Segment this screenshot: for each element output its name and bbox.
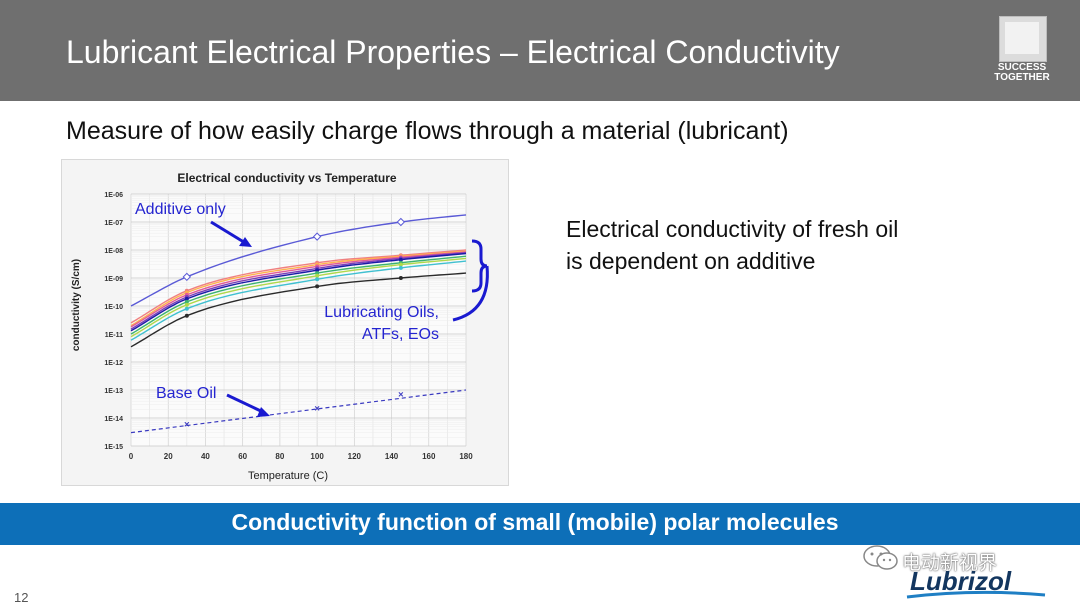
data-point-oil xyxy=(184,296,189,301)
side-note: Electrical conductivity of fresh oil is … xyxy=(566,213,898,277)
x-tick-label: 20 xyxy=(164,452,173,461)
y-tick-label: 1E-09 xyxy=(104,276,123,283)
series-line-base xyxy=(130,389,467,434)
arrowhead-base-oil xyxy=(257,407,270,417)
x-tick-label: 100 xyxy=(310,452,324,461)
x-tick-label: 40 xyxy=(201,452,210,461)
x-tick-label: 80 xyxy=(275,452,284,461)
y-tick-label: 1E-11 xyxy=(105,332,123,339)
conductivity-chart: 0 20 40 60 80 100 120 140 160 180 1E-06 1E-07 1E-08 1… xyxy=(71,171,489,482)
data-point-oil xyxy=(315,284,320,289)
data-point-additive xyxy=(312,232,322,241)
data-point-oil xyxy=(184,299,189,304)
bracket-oils xyxy=(471,239,488,293)
data-point-additive xyxy=(396,217,406,227)
tick-labels: 0 20 40 60 80 100 120 140 160 180 1E-06 1E-07 1E-08 1… xyxy=(104,192,473,461)
data-point-oil xyxy=(315,273,320,278)
lubrizol-logo: Lubrizol xyxy=(906,566,1046,599)
slide-subtitle: Measure of how easily charge flows throu… xyxy=(66,117,789,145)
x-tick-label: 160 xyxy=(422,452,436,461)
data-point-oil xyxy=(184,306,189,311)
chart-title: Electrical conductivity vs Temperature xyxy=(177,171,397,185)
data-point-oil xyxy=(398,262,403,267)
banner-text: Conductivity function of small (mobile) … xyxy=(231,509,839,535)
x-tick-label: 140 xyxy=(385,452,399,461)
y-tick-label: 1E-15 xyxy=(104,444,123,451)
arrowhead-additive xyxy=(239,237,252,247)
annotation-lubricating-oils: Lubricating Oils, xyxy=(324,304,439,321)
y-tick-label: 1E-13 xyxy=(104,388,123,395)
data-point-oil xyxy=(398,265,403,270)
page-number: 12 xyxy=(14,590,29,605)
logo-square-inner xyxy=(1005,22,1039,54)
data-point-oil xyxy=(184,302,189,307)
data-point-oil xyxy=(398,257,403,262)
data-point-base-oil xyxy=(398,391,404,397)
y-tick-label: 1E-14 xyxy=(104,416,123,423)
title-bar xyxy=(0,0,1080,101)
x-tick-label: 120 xyxy=(348,452,362,461)
annotation-additive-only: Additive only xyxy=(135,201,226,218)
arrow-additive xyxy=(210,220,248,246)
data-point-base-oil xyxy=(184,421,190,427)
slide-title: Lubricant Electrical Properties – Electr… xyxy=(66,34,840,70)
logo-text: SUCCESS TOGETHER xyxy=(994,62,1050,83)
wechat-icon xyxy=(863,545,898,570)
lubrizol-swoosh-icon xyxy=(906,590,1046,599)
data-point-oil xyxy=(184,313,189,318)
y-tick-label: 1E-07 xyxy=(104,220,123,227)
y-tick-label: 1E-08 xyxy=(104,248,123,255)
x-axis-label: Temperature (C) xyxy=(248,470,328,482)
y-tick-label: 1E-06 xyxy=(104,192,123,199)
annotation-base-oil: Base Oil xyxy=(156,385,216,402)
series-markers xyxy=(182,217,406,427)
data-point-base-oil xyxy=(314,406,320,411)
y-tick-label: 1E-12 xyxy=(104,360,123,367)
conclusion-banner xyxy=(0,503,1080,545)
x-tick-label: 60 xyxy=(238,452,247,461)
arrow-base-oil xyxy=(226,393,266,415)
y-axis-label: conductivity (S/cm) xyxy=(71,259,82,351)
y-tick-label: 1E-10 xyxy=(104,304,123,311)
data-point-oil xyxy=(315,268,320,273)
annotation-atfs-eos: ATFs, EOs xyxy=(362,326,439,343)
data-point-additive xyxy=(182,272,192,282)
side-note-line-2: is dependent on additive xyxy=(566,248,816,274)
watermark-text: 电动新视界 xyxy=(902,553,998,574)
x-tick-label: 0 xyxy=(129,452,134,461)
side-note-line-1: Electrical conductivity of fresh oil xyxy=(566,216,899,242)
x-tick-label: 180 xyxy=(459,452,473,461)
arrow-oils xyxy=(452,265,489,322)
data-point-oil xyxy=(315,277,320,282)
data-point-oil xyxy=(398,276,403,280)
